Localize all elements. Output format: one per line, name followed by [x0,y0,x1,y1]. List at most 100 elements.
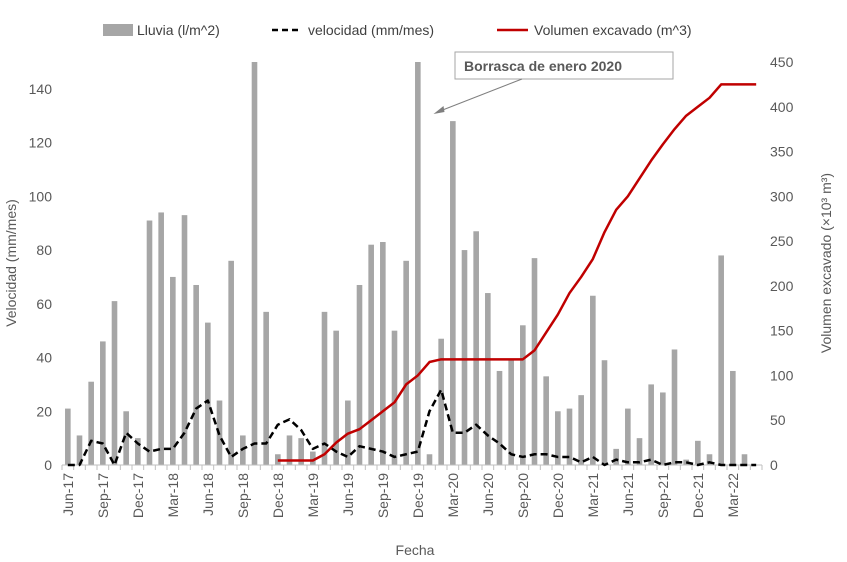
x-tick-Jun-21: Jun-21 [620,473,636,516]
right-tick-350: 350 [770,144,794,160]
rain-bar-May-18 [193,284,199,465]
x-tick-Sep-17: Sep-17 [95,473,111,518]
x-tick-Sep-19: Sep-19 [375,473,391,518]
x-tick-Dec-18: Dec-18 [270,473,286,518]
rain-bar-Jun-21 [625,408,631,465]
rain-bar-Mar-20 [450,121,456,466]
x-tick-Sep-18: Sep-18 [235,473,251,518]
rain-bar-Jul-21 [636,438,643,465]
rain-bar-Dec-20 [555,411,561,465]
annotation: Borrasca de enero 2020 [433,51,674,114]
legend-swatch-lluvia [103,24,133,36]
rain-bar-Nov-19 [403,260,409,465]
right-tick-150: 150 [770,323,794,339]
left-tick-labels: 0 20 40 60 80 100 120 140 [29,81,53,473]
rain-bar-Oct-19 [391,330,398,465]
rain-bar-Oct-21 [671,349,678,465]
rain-bars [65,62,748,466]
left-tick-60: 60 [36,296,52,312]
rain-bar-Apr-21 [601,360,608,465]
x-tick-labels: Jun-17 Sep-17 Dec-17 Mar-18 Jun-18 Sep-18 Dec-… [60,473,741,518]
left-tick-0: 0 [44,457,52,473]
left-axis-title: Velocidad (mm/mes) [3,199,19,327]
rain-bar-Aug-18 [228,260,234,465]
rain-bar-Mar-21 [590,295,596,465]
rain-bar-Apr-18 [181,215,188,465]
rain-bar-Oct-18 [251,62,258,465]
series-lines [67,83,757,467]
rain-bar-Oct-20 [531,258,538,465]
x-tick-Mar-22: Mar-22 [725,473,741,518]
rain-bar-Jul-17 [76,435,83,465]
rain-bar-Feb-18 [158,212,164,465]
x-tick-Jun-19: Jun-19 [340,473,356,516]
right-tick-200: 200 [770,278,794,294]
rain-bar-Apr-19 [321,311,328,465]
rain-bar-Dec-21 [695,440,701,465]
right-tick-0: 0 [770,457,778,473]
right-tick-250: 250 [770,233,794,249]
rain-bar-Jun-18 [205,322,211,465]
rain-bar-Nov-17 [123,411,129,465]
x-tick-Sep-20: Sep-20 [515,473,531,518]
rain-bar-Feb-19 [298,438,304,465]
rain-bar-Aug-17 [88,381,94,465]
rain-bar-Sep-21 [660,392,666,465]
x-tick-Jun-20: Jun-20 [480,473,496,516]
x-tick-Dec-20: Dec-20 [550,473,566,518]
rain-bar-Aug-19 [368,244,374,465]
velocidad-line [67,388,757,467]
rain-bar-Sep-17 [100,341,106,465]
left-tick-120: 120 [29,135,53,151]
left-tick-20: 20 [36,403,52,419]
rain-bar-Sep-19 [380,242,386,465]
rain-bar-Jan-20 [426,454,433,465]
right-tick-450: 450 [770,54,794,70]
rain-bar-Jun-17 [65,408,71,465]
rain-bar-Jan-19 [286,435,293,465]
rain-bar-Mar-19 [310,451,316,465]
rain-bar-Feb-21 [578,395,584,465]
rain-bar-Aug-20 [508,360,514,465]
legend-label-volumen: Volumen excavado (m^3) [534,22,692,38]
left-tick-40: 40 [36,350,52,366]
rain-bar-Aug-21 [648,384,654,465]
left-tick-140: 140 [29,81,53,97]
right-tick-300: 300 [770,188,794,204]
legend: Lluvia (l/m^2) velocidad (mm/mes) Volume… [103,22,692,38]
rain-bar-Dec-17 [135,438,141,465]
left-tick-100: 100 [29,188,53,204]
annotation-box [454,51,674,80]
x-tick-Mar-20: Mar-20 [445,473,461,518]
rain-bar-Apr-22 [741,454,748,465]
right-tick-400: 400 [770,99,794,115]
rain-bar-Feb-22 [718,255,724,465]
x-tick-Dec-21: Dec-21 [690,473,706,518]
rain-bar-Mar-22 [730,370,736,465]
rain-bar-Jul-20 [496,370,503,465]
x-tick-Dec-19: Dec-19 [410,473,426,518]
rain-bar-Jan-22 [706,454,713,465]
rain-bar-Jul-19 [356,284,363,465]
rain-bar-May-19 [333,330,339,465]
legend-label-velocidad: velocidad (mm/mes) [308,22,434,38]
right-tick-50: 50 [770,412,786,428]
rain-bar-May-20 [473,231,479,465]
rain-bar-Apr-20 [461,250,468,465]
rain-bar-Sep-20 [520,325,526,465]
annotation-arrowhead [433,106,445,114]
x-tick-Jun-17: Jun-17 [60,473,76,516]
right-tick-100: 100 [770,367,794,383]
rain-bar-Oct-17 [111,301,118,465]
rain-bar-Jun-20 [485,293,491,465]
rain-bar-Nov-18 [263,311,269,465]
x-tick-Sep-21: Sep-21 [655,473,671,518]
axes [61,464,763,470]
x-tick-Mar-19: Mar-19 [305,473,321,518]
rain-bar-Dec-19 [415,62,421,465]
rain-bar-Jan-21 [566,408,573,465]
annotation-text: Borrasca de enero 2020 [464,58,622,74]
x-axis-title: Fecha [396,542,435,558]
